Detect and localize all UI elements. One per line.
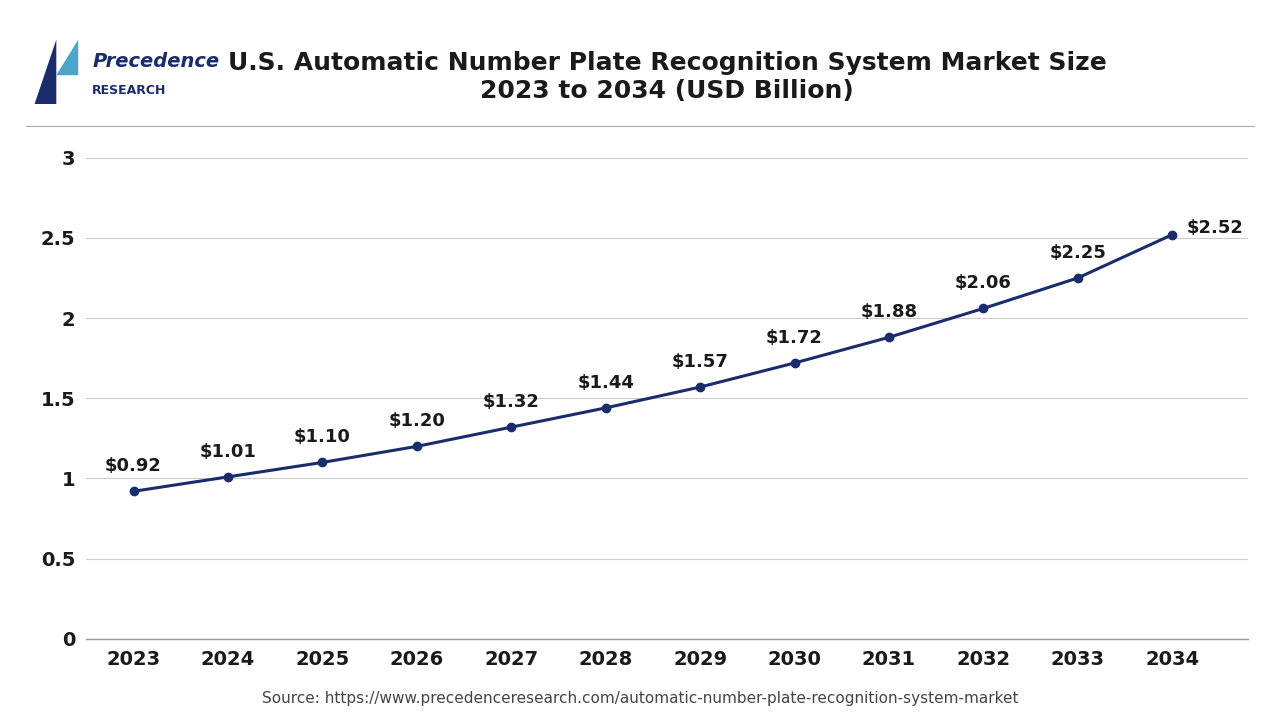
Polygon shape	[35, 40, 56, 104]
Text: $1.88: $1.88	[860, 303, 918, 321]
Text: $0.92: $0.92	[105, 457, 163, 475]
Text: $2.25: $2.25	[1050, 244, 1106, 262]
Text: $1.01: $1.01	[200, 443, 256, 461]
Text: Precedence: Precedence	[92, 52, 219, 71]
Text: $1.20: $1.20	[388, 413, 445, 431]
Polygon shape	[56, 40, 78, 75]
Text: $2.06: $2.06	[955, 274, 1011, 292]
Text: $2.52: $2.52	[1187, 220, 1243, 238]
Text: $1.10: $1.10	[294, 428, 351, 446]
Text: $1.44: $1.44	[577, 374, 634, 392]
Text: RESEARCH: RESEARCH	[92, 84, 166, 96]
Title: U.S. Automatic Number Plate Recognition System Market Size
2023 to 2034 (USD Bil: U.S. Automatic Number Plate Recognition …	[228, 51, 1106, 103]
Text: $1.57: $1.57	[672, 353, 728, 371]
Text: $1.32: $1.32	[483, 393, 540, 411]
Text: $1.72: $1.72	[765, 329, 823, 347]
Text: Source: https://www.precedenceresearch.com/automatic-number-plate-recognition-sy: Source: https://www.precedenceresearch.c…	[261, 690, 1019, 706]
